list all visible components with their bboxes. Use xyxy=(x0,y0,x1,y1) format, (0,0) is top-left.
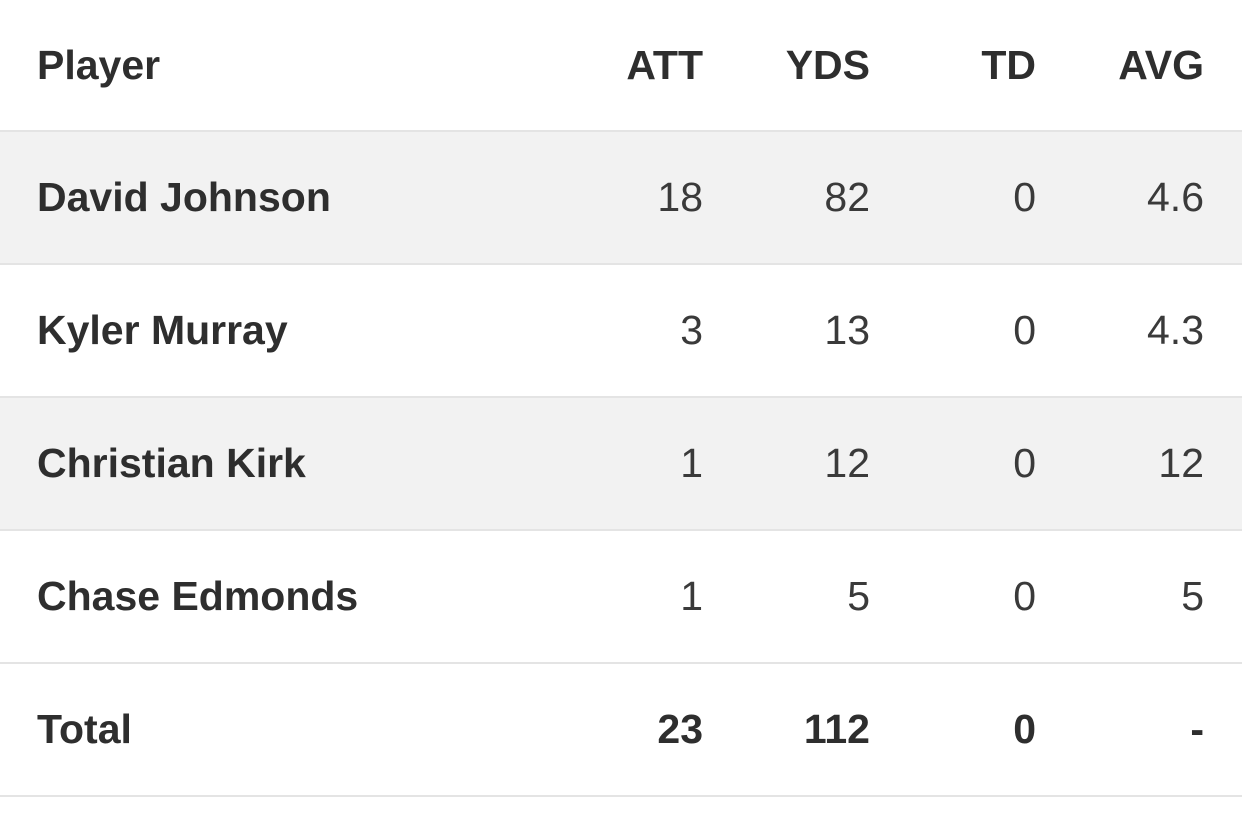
stat-cell: 1 xyxy=(540,530,703,664)
stat-cell: 3 xyxy=(540,264,703,398)
header-row: Player ATT YDS TD AVG xyxy=(0,0,1242,132)
table-body: David Johnson 18 82 0 4.6 Kyler Murray 3 13 0 4.3… xyxy=(0,131,1242,797)
player-name: David Johnson xyxy=(0,131,540,265)
player-name: Kyler Murray xyxy=(0,264,540,398)
column-header: AVG xyxy=(1036,0,1242,132)
column-header: ATT xyxy=(540,0,703,132)
table-row: David Johnson 18 82 0 4.6 xyxy=(0,131,1242,265)
column-header: TD xyxy=(870,0,1036,132)
column-header: YDS xyxy=(703,0,870,132)
stat-cell: 23 xyxy=(540,663,703,797)
stat-cell: 0 xyxy=(870,397,1036,531)
stat-cell: 0 xyxy=(870,530,1036,664)
stat-cell: 12 xyxy=(1036,397,1242,531)
table-row: Christian Kirk 1 12 0 12 xyxy=(0,397,1242,531)
player-name: Christian Kirk xyxy=(0,397,540,531)
stat-cell: 0 xyxy=(870,264,1036,398)
column-header: Player xyxy=(0,0,540,132)
table-row: Total 23 112 0- xyxy=(0,663,1242,797)
player-name: Chase Edmonds xyxy=(0,530,540,664)
stat-cell: 112 xyxy=(703,663,870,797)
table-row: Kyler Murray 3 13 0 4.3 xyxy=(0,264,1242,398)
stat-cell: 4.6 xyxy=(1036,131,1242,265)
stat-cell: - xyxy=(1036,663,1242,797)
table-row: Chase Edmonds 1 5 0 5 xyxy=(0,530,1242,664)
stat-cell: 0 xyxy=(870,131,1036,265)
stat-cell: 5 xyxy=(1036,530,1242,664)
stat-cell: 82 xyxy=(703,131,870,265)
player-name: Total xyxy=(0,663,540,797)
stat-cell: 5 xyxy=(703,530,870,664)
stat-cell: 13 xyxy=(703,264,870,398)
stats-table: Player ATT YDS TD AVG David Johnson 18 82 0 4.6 K… xyxy=(0,0,1242,797)
stat-cell: 18 xyxy=(540,131,703,265)
stat-cell: 4.3 xyxy=(1036,264,1242,398)
stat-cell: 0 xyxy=(870,663,1036,797)
stat-cell: 1 xyxy=(540,397,703,531)
stat-cell: 12 xyxy=(703,397,870,531)
